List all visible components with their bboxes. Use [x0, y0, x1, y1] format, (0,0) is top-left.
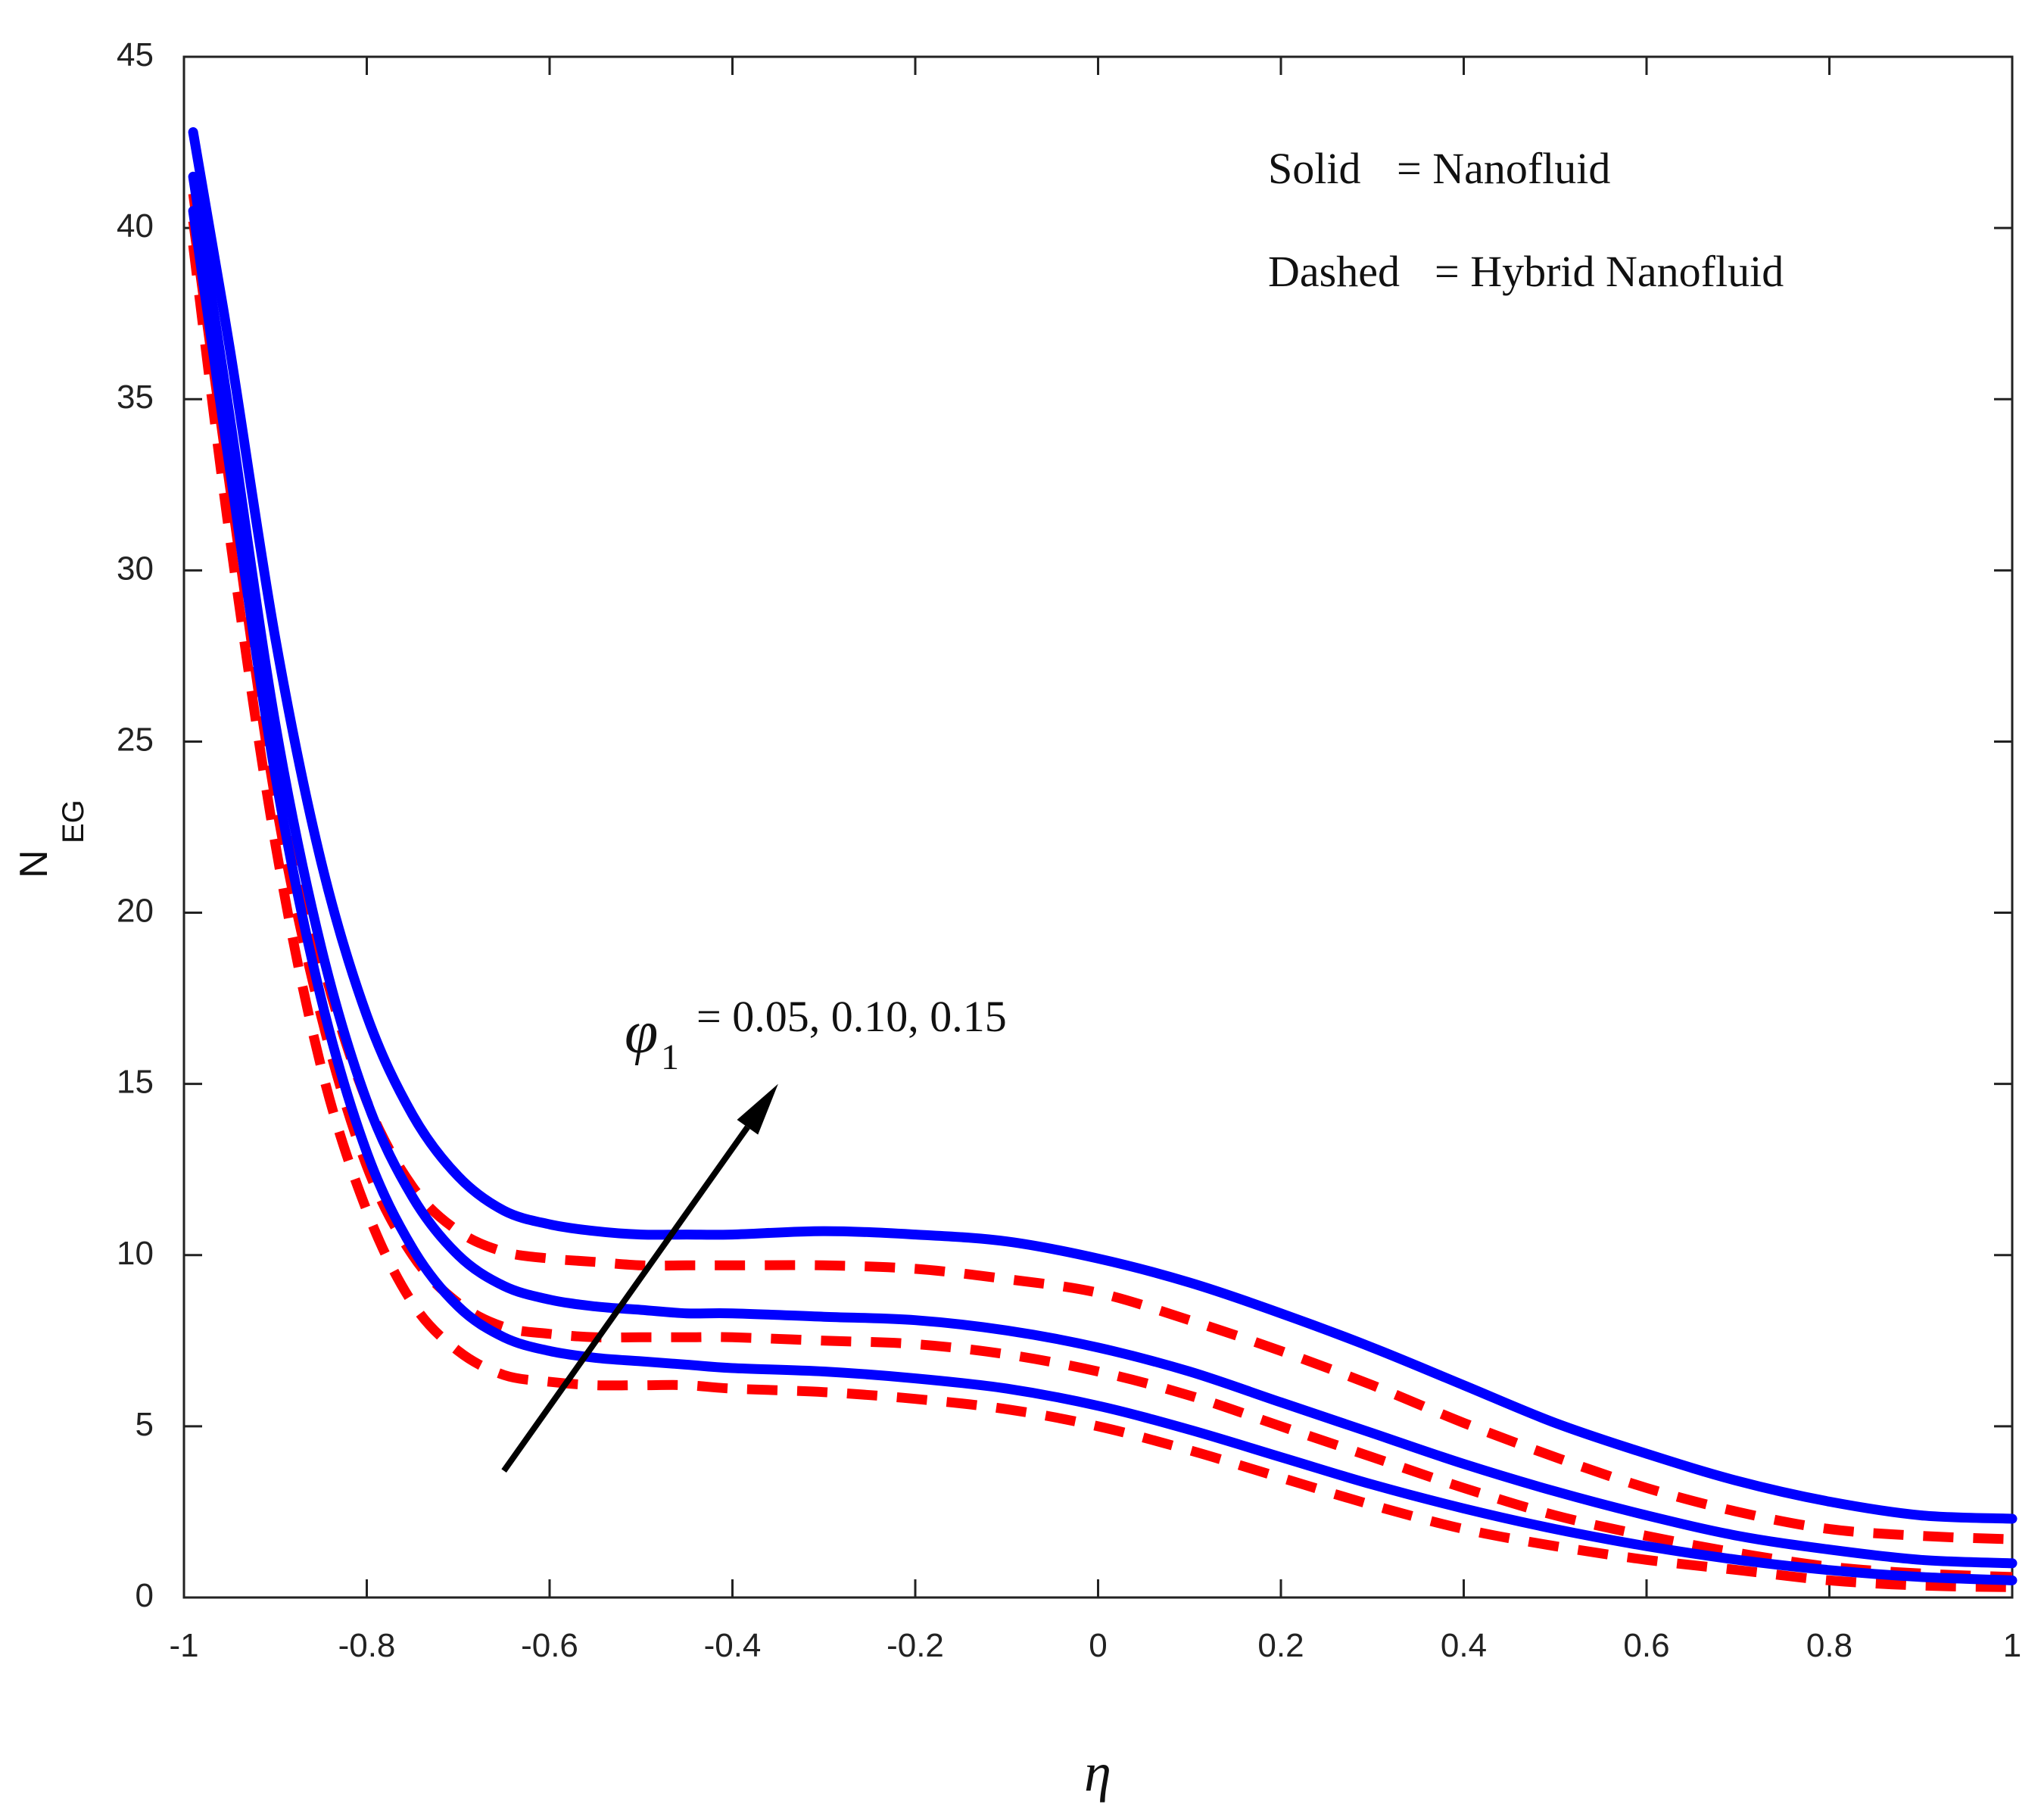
x-axis-label: η [1084, 1742, 1111, 1803]
phi-annotation: φ 1 = 0.05, 0.10, 0.15 [625, 992, 1007, 1077]
series-line-nanofluid [188, 171, 2018, 1569]
axis-ticks: -1 -0.8 -0.6 -0.4 -0.2 0 0.2 0.4 0.6 0.8 105101520… [117, 36, 2021, 1664]
x-tick-label: 0.4 [1441, 1627, 1487, 1664]
x-tick-label: -0.2 [886, 1627, 944, 1664]
series-line-hybrid-nanofluid [188, 244, 2013, 1592]
y-tick-label: 0 [136, 1577, 154, 1614]
y-tick-label: 20 [117, 893, 154, 930]
arrow-shaft [501, 1125, 750, 1473]
arrow-head [737, 1083, 778, 1135]
x-tick-label: -0.4 [704, 1627, 762, 1664]
y-axis-label-sub: EG [57, 800, 90, 843]
annotation-symbol: φ [625, 999, 658, 1066]
legend-solid-value: = Nanofluid [1397, 144, 1610, 193]
x-tick-label: -0.6 [521, 1627, 578, 1664]
series-layer [188, 127, 2018, 1592]
y-axis-label: N EG [12, 800, 90, 878]
y-tick-label: 30 [117, 550, 154, 587]
y-axis-label-main: N [12, 849, 56, 878]
series-line-nanofluid [188, 206, 2018, 1585]
y-tick-label: 45 [117, 36, 154, 73]
legend-dashed-value: = Hybrid Nanofluid [1435, 247, 1784, 296]
y-tick-label: 25 [117, 721, 154, 758]
y-tick-label: 40 [117, 207, 154, 245]
x-tick-label: 0.8 [1806, 1627, 1852, 1664]
x-tick-label: 0 [1089, 1627, 1107, 1664]
y-tick-label: 35 [117, 379, 154, 416]
x-tick-label: 0.2 [1257, 1627, 1304, 1664]
x-tick-label: 1 [2003, 1627, 2021, 1664]
x-tick-label: 0.6 [1623, 1627, 1669, 1664]
annotation-arrow [501, 1083, 778, 1473]
legend-solid-label: Solid [1268, 144, 1361, 193]
annotation-text: = 0.05, 0.10, 0.15 [696, 992, 1007, 1041]
x-tick-label: -0.8 [338, 1627, 396, 1664]
series-line-nanofluid [188, 127, 2018, 1524]
y-tick-label: 15 [117, 1064, 154, 1101]
legend-dashed-label: Dashed [1268, 247, 1400, 296]
annotation-subscript: 1 [661, 1037, 679, 1077]
x-tick-label: -1 [169, 1627, 198, 1664]
y-tick-label: 10 [117, 1235, 154, 1272]
y-tick-label: 5 [136, 1406, 154, 1443]
legend: Solid = Nanofluid Dashed = Hybrid Nanofl… [1268, 144, 1784, 296]
